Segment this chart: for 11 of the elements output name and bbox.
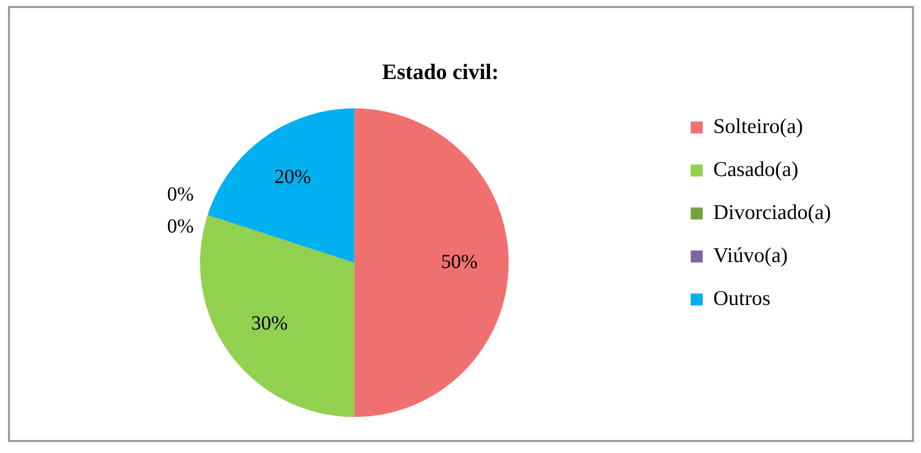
data-label: 20% — [274, 166, 312, 188]
legend-label: Divorciado(a) — [713, 200, 832, 224]
text: 0% — [167, 216, 194, 238]
data-label: 50% — [440, 250, 478, 273]
data-label: 30% — [251, 312, 288, 335]
chart-title: Estado civil: — [382, 58, 499, 84]
legend-label: Outros — [713, 286, 770, 310]
legend-label: Viúvo(a) — [713, 243, 788, 268]
legend-label: Casado(a) — [713, 157, 798, 182]
text: 0% — [167, 184, 194, 206]
legend-label: Solteiro(a) — [713, 114, 804, 138]
